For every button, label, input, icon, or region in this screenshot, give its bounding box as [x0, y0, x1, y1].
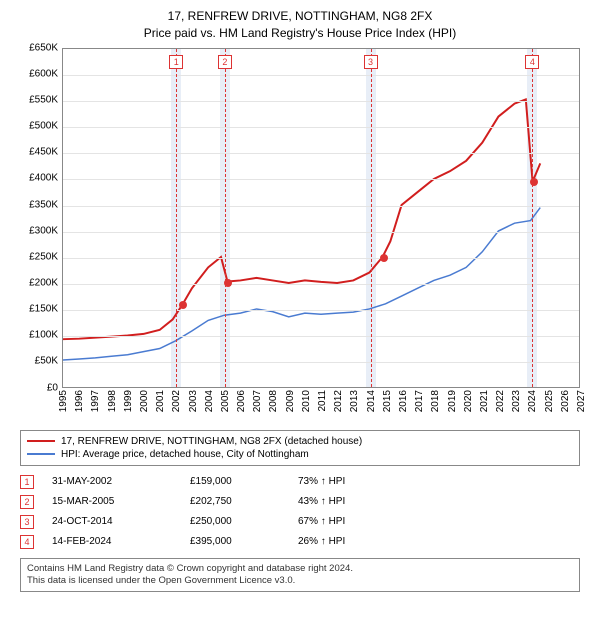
chart-container: 17, RENFREW DRIVE, NOTTINGHAM, NG8 2FX P…: [0, 0, 600, 620]
x-axis-label: 2014: [366, 390, 377, 412]
y-axis-label: £0: [47, 382, 58, 393]
x-axis-label: 1995: [58, 390, 69, 412]
x-axis-label: 2002: [171, 390, 182, 412]
event-row: 3 24-OCT-2014 £250,000 67% HPI: [20, 512, 580, 532]
y-axis-label: £600K: [29, 68, 58, 79]
y-axis-label: £500K: [29, 121, 58, 132]
x-axis-label: 2023: [511, 390, 522, 412]
x-axis-label: 2020: [463, 390, 474, 412]
x-axis-label: 2021: [479, 390, 490, 412]
y-axis-label: £650K: [29, 42, 58, 53]
x-axis-label: 2013: [349, 390, 360, 412]
legend-item: 17, RENFREW DRIVE, NOTTINGHAM, NG8 2FX (…: [27, 435, 573, 448]
x-axis-label: 2007: [252, 390, 263, 412]
event-row-marker: 2: [20, 495, 34, 509]
event-row-marker: 4: [20, 535, 34, 549]
event-row: 2 15-MAR-2005 £202,750 43% HPI: [20, 492, 580, 512]
x-axis-label: 2026: [560, 390, 571, 412]
x-axis-label: 1997: [90, 390, 101, 412]
y-axis-label: £550K: [29, 94, 58, 105]
title-line2: Price paid vs. HM Land Registry's House …: [10, 25, 590, 42]
y-axis-label: £250K: [29, 251, 58, 262]
x-axis-label: 2009: [285, 390, 296, 412]
event-date: 31-MAY-2002: [52, 476, 172, 487]
event-marker-2: 2: [218, 55, 232, 69]
x-axis-label: 2004: [204, 390, 215, 412]
event-marker-4: 4: [525, 55, 539, 69]
sale-point-4: [530, 178, 538, 186]
x-axis-label: 2016: [398, 390, 409, 412]
event-row-marker: 1: [20, 475, 34, 489]
x-axis-label: 2001: [155, 390, 166, 412]
legend-item: HPI: Average price, detached house, City…: [27, 448, 573, 461]
x-axis-label: 2008: [268, 390, 279, 412]
event-suffix: HPI: [326, 516, 345, 527]
event-row-marker: 3: [20, 515, 34, 529]
event-row: 4 14-FEB-2024 £395,000 26% HPI: [20, 532, 580, 552]
x-axis-label: 2017: [414, 390, 425, 412]
y-axis-label: £300K: [29, 225, 58, 236]
x-axis-label: 2006: [236, 390, 247, 412]
legend-swatch: [27, 453, 55, 455]
x-axis-label: 1996: [74, 390, 85, 412]
event-date: 15-MAR-2005: [52, 496, 172, 507]
x-axis-label: 2015: [382, 390, 393, 412]
event-row: 1 31-MAY-2002 £159,000 73% HPI: [20, 472, 580, 492]
x-axis-label: 2003: [188, 390, 199, 412]
event-suffix: HPI: [326, 476, 345, 487]
sale-point-3: [380, 254, 388, 262]
x-axis-label: 2005: [220, 390, 231, 412]
x-axis-label: 1999: [123, 390, 134, 412]
series-property: [63, 99, 540, 339]
y-axis-label: £100K: [29, 330, 58, 341]
x-axis-label: 2000: [139, 390, 150, 412]
event-marker-1: 1: [169, 55, 183, 69]
event-pct: 67% HPI: [298, 516, 398, 527]
chart-area: 1 2 3 4 £0 £50K £100K £150K £200K £250K £300K £350…: [20, 46, 580, 426]
x-axis-label: 2027: [576, 390, 587, 412]
x-axis-label: 1998: [107, 390, 118, 412]
event-date: 14-FEB-2024: [52, 536, 172, 547]
event-price: £159,000: [190, 476, 280, 487]
x-axis-label: 2011: [317, 390, 328, 412]
plot-region: 1 2 3 4: [62, 48, 580, 388]
legend-swatch: [27, 440, 55, 442]
event-suffix: HPI: [326, 496, 345, 507]
x-axis-label: 2025: [544, 390, 555, 412]
event-marker-3: 3: [364, 55, 378, 69]
event-price: £202,750: [190, 496, 280, 507]
legend-box: 17, RENFREW DRIVE, NOTTINGHAM, NG8 2FX (…: [20, 430, 580, 466]
legend-label: 17, RENFREW DRIVE, NOTTINGHAM, NG8 2FX (…: [61, 436, 362, 447]
y-axis-label: £150K: [29, 304, 58, 315]
y-axis-label: £400K: [29, 173, 58, 184]
y-axis-label: £50K: [35, 356, 58, 367]
x-axis-label: 2012: [333, 390, 344, 412]
sale-point-2: [224, 279, 232, 287]
x-axis-label: 2022: [495, 390, 506, 412]
event-pct: 43% HPI: [298, 496, 398, 507]
event-suffix: HPI: [326, 536, 345, 547]
x-axis-label: 2019: [447, 390, 458, 412]
sale-point-1: [179, 301, 187, 309]
footer-box: Contains HM Land Registry data © Crown c…: [20, 558, 580, 593]
title-line1: 17, RENFREW DRIVE, NOTTINGHAM, NG8 2FX: [10, 8, 590, 25]
footer-line1: Contains HM Land Registry data © Crown c…: [27, 563, 573, 575]
footer-line2: This data is licensed under the Open Gov…: [27, 575, 573, 587]
y-axis-label: £200K: [29, 277, 58, 288]
event-price: £250,000: [190, 516, 280, 527]
x-axis-label: 2010: [301, 390, 312, 412]
x-axis-label: 2018: [430, 390, 441, 412]
events-table: 1 31-MAY-2002 £159,000 73% HPI 2 15-MAR-2005 £…: [20, 472, 580, 552]
y-axis-label: £350K: [29, 199, 58, 210]
event-pct: 26% HPI: [298, 536, 398, 547]
y-axis-label: £450K: [29, 147, 58, 158]
event-date: 24-OCT-2014: [52, 516, 172, 527]
event-price: £395,000: [190, 536, 280, 547]
chart-title: 17, RENFREW DRIVE, NOTTINGHAM, NG8 2FX P…: [10, 8, 590, 42]
x-axis-label: 2024: [527, 390, 538, 412]
event-pct: 73% HPI: [298, 476, 398, 487]
legend-label: HPI: Average price, detached house, City…: [61, 449, 309, 460]
